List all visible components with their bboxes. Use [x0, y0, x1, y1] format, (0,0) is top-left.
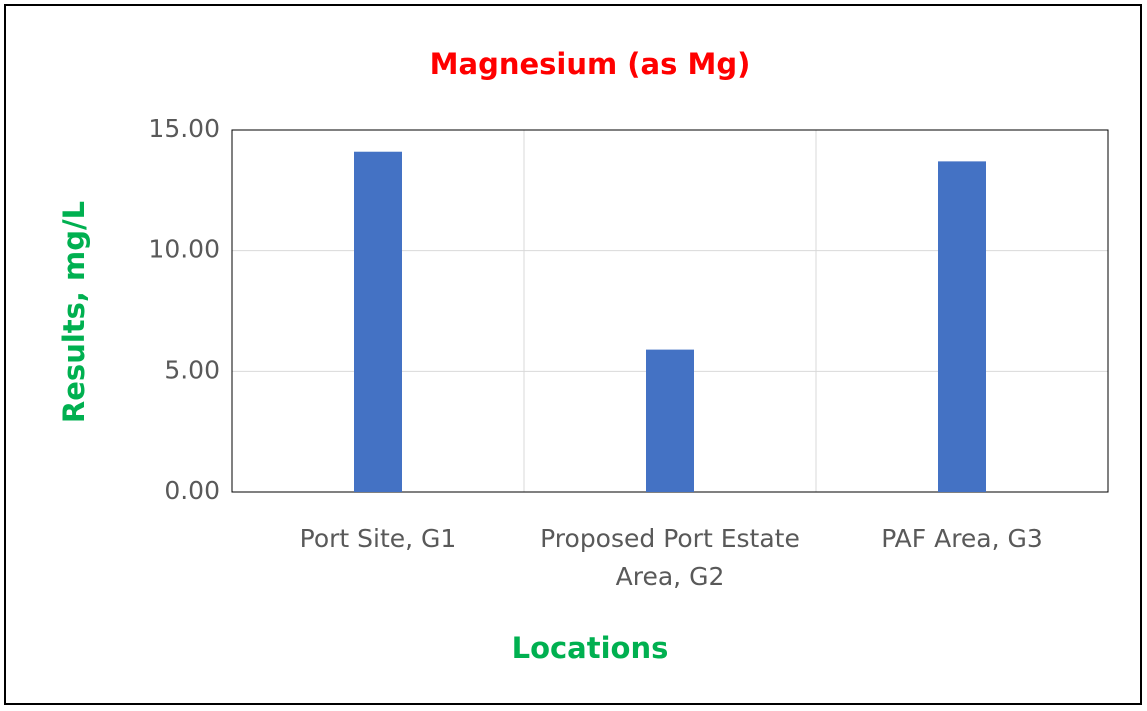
- x-tick-label: Port Site, G1: [299, 524, 457, 553]
- y-tick-label: 0.00: [164, 476, 220, 505]
- bar: [646, 349, 694, 492]
- bar: [354, 151, 402, 492]
- x-tick-label: PAF Area, G3: [881, 524, 1043, 553]
- x-tick-label: Proposed Port Estate Area, G2: [540, 524, 800, 591]
- bar: [938, 161, 986, 492]
- y-tick-label: 15.00: [148, 114, 220, 143]
- y-axis-label: Results, mg/L: [57, 201, 91, 423]
- chart-title: Magnesium (as Mg): [430, 47, 751, 81]
- x-axis-label: Locations: [512, 631, 669, 665]
- y-tick-label: 5.00: [164, 355, 220, 384]
- y-tick-label: 10.00: [148, 235, 220, 264]
